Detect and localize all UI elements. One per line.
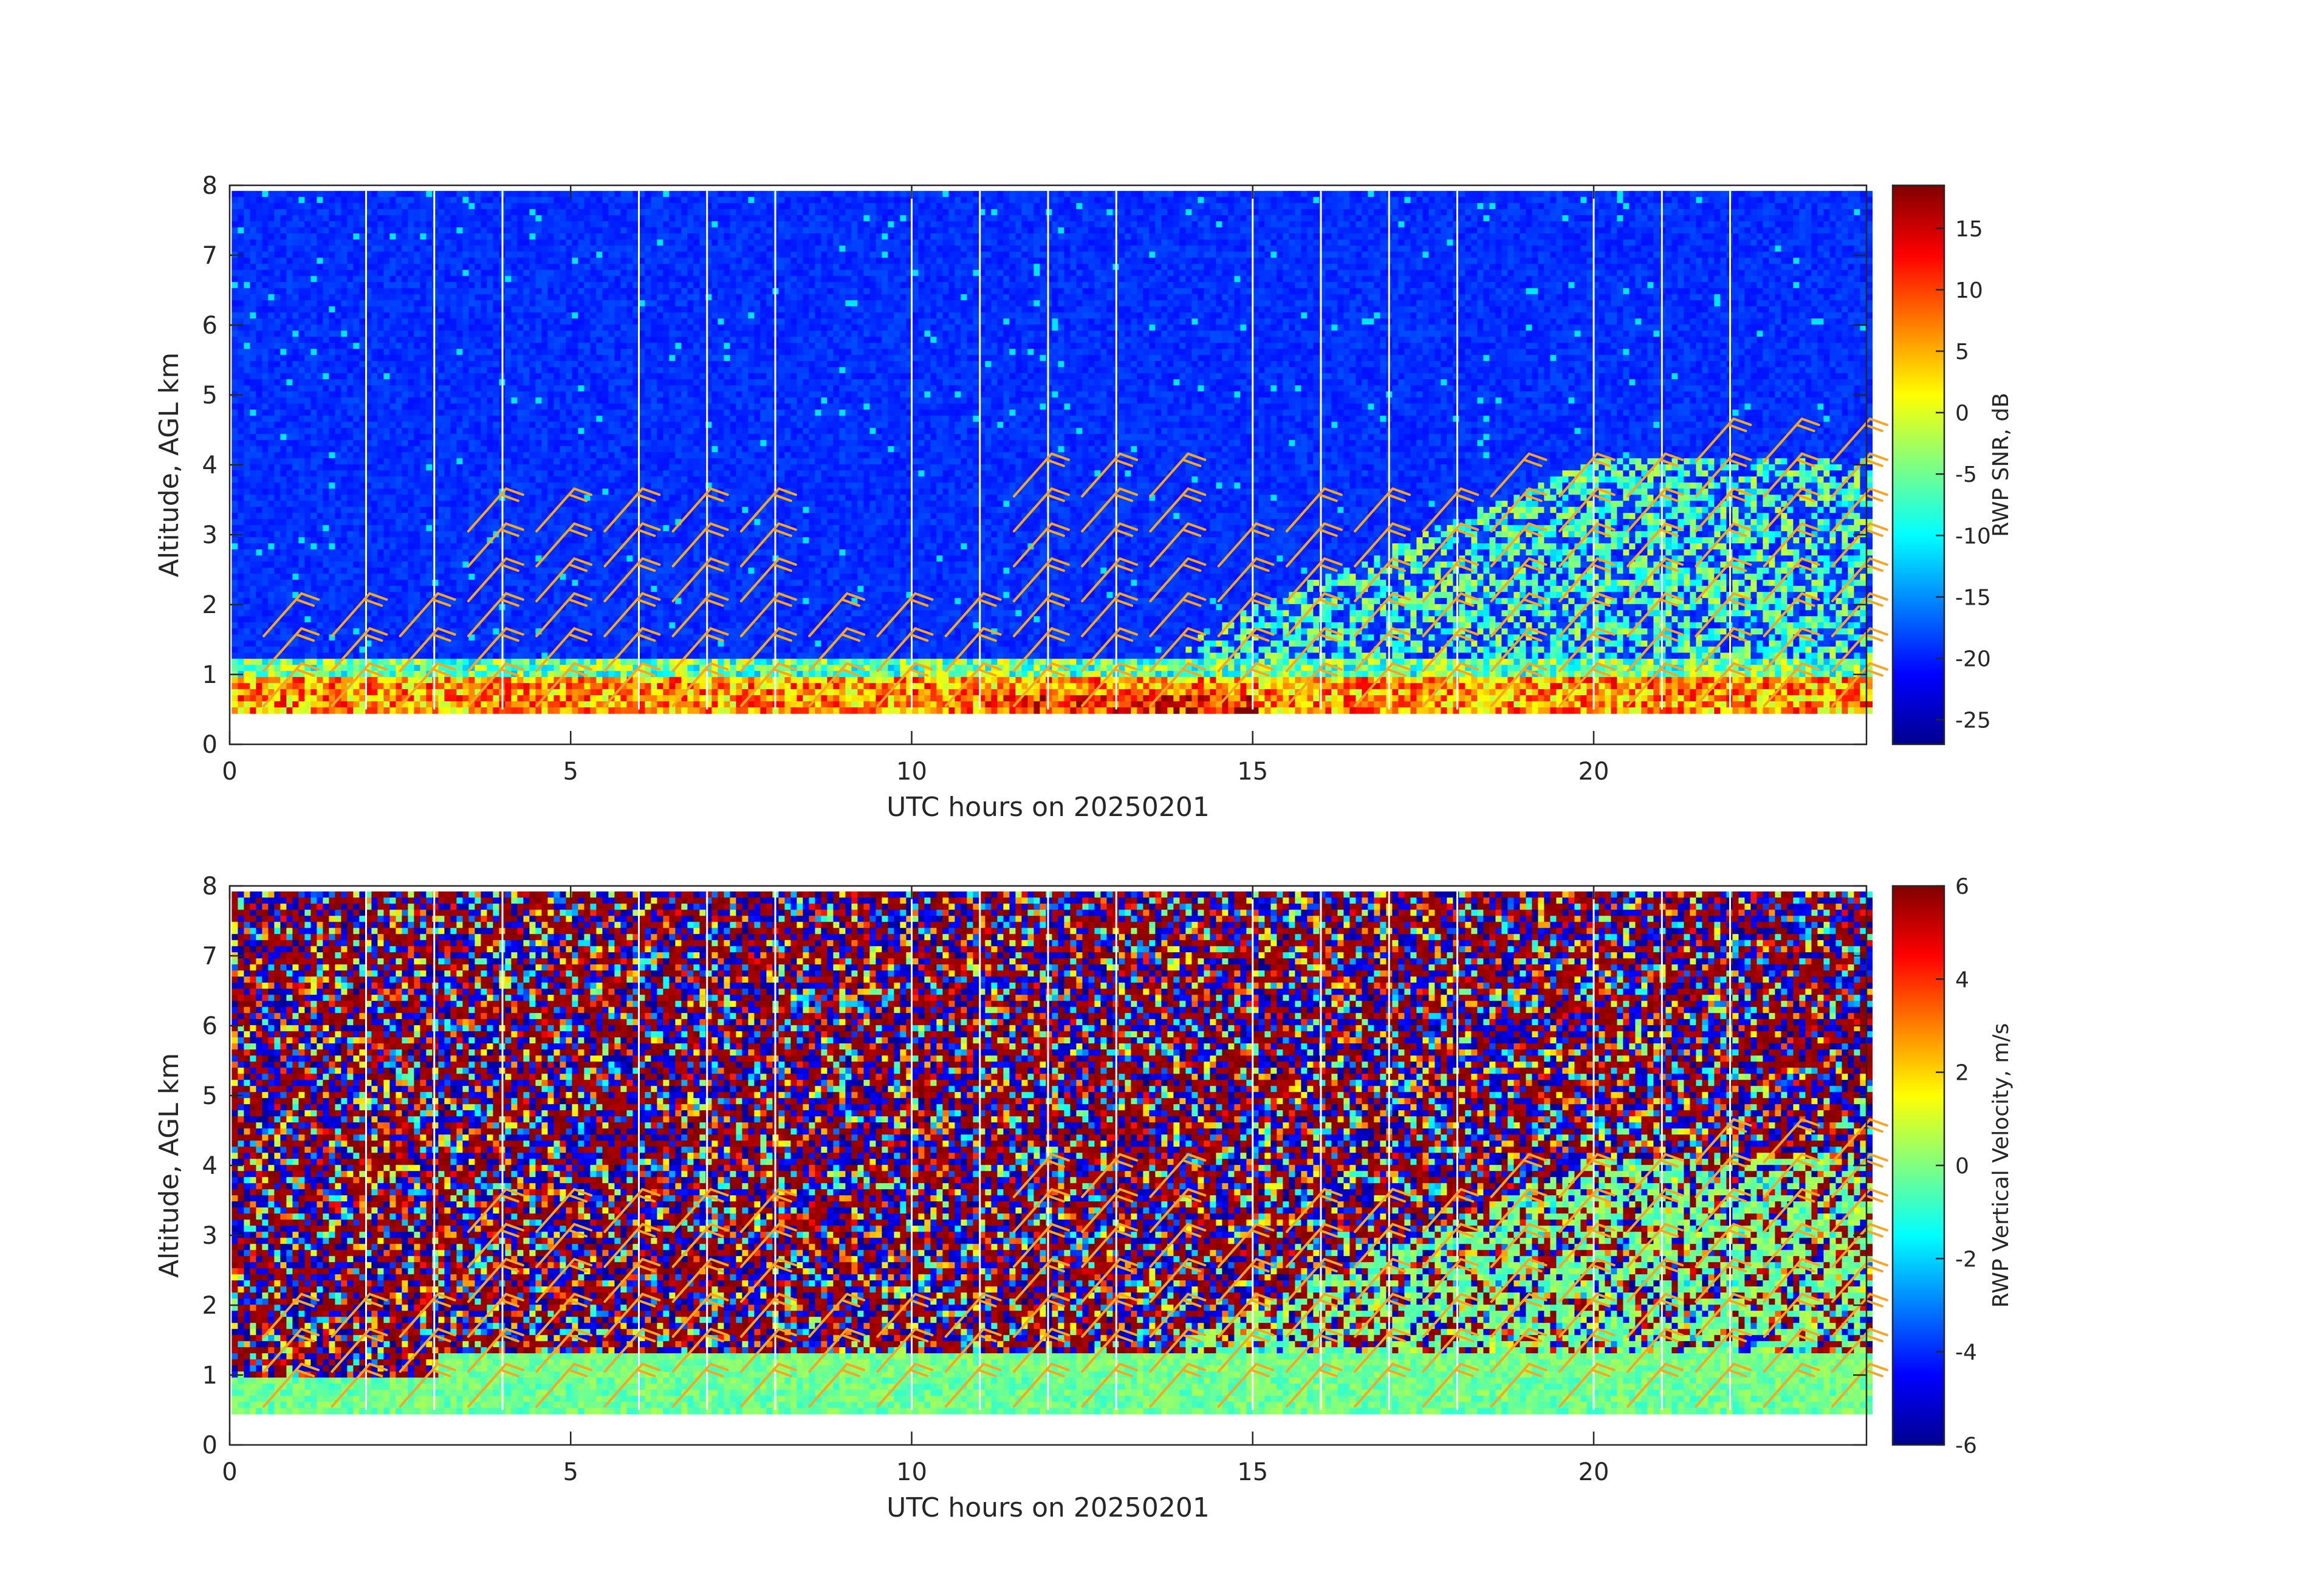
colorbar-tick-label: -15: [1955, 585, 1991, 610]
colorbar-tick-label: -20: [1955, 647, 1991, 671]
velocity-x-axis-label: UTC hours on 20250201: [886, 1492, 1210, 1523]
colorbar-tick-label: -10: [1955, 524, 1991, 549]
y-tick-label: 8: [202, 873, 218, 900]
y-tick-label: 0: [202, 1432, 218, 1460]
y-tick-label: 0: [202, 731, 218, 759]
x-tick-label: 20: [1578, 1458, 1609, 1486]
colorbar-tick-label: 10: [1955, 278, 1983, 303]
colorbar-tick-label: 4: [1955, 967, 1969, 992]
x-tick-label: 5: [563, 758, 578, 786]
x-tick-label: 10: [896, 1458, 927, 1486]
colorbar-tick-label: 15: [1955, 217, 1983, 242]
y-tick-label: 1: [202, 661, 218, 689]
y-tick-label: 3: [202, 521, 218, 549]
x-tick-label: 15: [1237, 758, 1268, 786]
velocity-y-axis-label: Altitude, AGL km: [154, 1053, 185, 1278]
snr-panel: 0 5 10 15 20 0 1 2 3 4 5 6 7 8 UTC hours on 20250201…: [154, 172, 2014, 823]
y-tick-label: 7: [202, 942, 218, 970]
colorbar-tick-label: -25: [1955, 708, 1991, 733]
colorbar-tick-label: -4: [1955, 1340, 1977, 1365]
colorbar-tick-label: 0: [1955, 1154, 1969, 1179]
y-tick-label: 5: [202, 382, 218, 410]
x-tick-label: 20: [1578, 758, 1609, 786]
y-tick-label: 6: [202, 312, 218, 340]
velocity-colorbar-label: RWP Vertical Velocity, m/s: [1989, 1023, 2014, 1308]
y-tick-label: 8: [202, 172, 218, 200]
y-tick-label: 1: [202, 1362, 218, 1390]
colorbar-tick-label: 0: [1955, 401, 1969, 426]
x-tick-label: 5: [563, 1458, 578, 1486]
x-tick-label: 0: [222, 758, 237, 786]
x-tick-label: 15: [1237, 1458, 1268, 1486]
y-tick-label: 7: [202, 242, 218, 270]
snr-colorbar-label: RWP SNR, dB: [1989, 393, 2014, 537]
y-tick-label: 2: [202, 1292, 218, 1320]
x-tick-label: 10: [896, 758, 927, 786]
x-tick-label: 0: [222, 1458, 237, 1486]
colorbar-tick-label: -6: [1955, 1433, 1977, 1458]
snr-y-axis-label: Altitude, AGL km: [154, 352, 185, 577]
colorbar-tick-label: -5: [1955, 462, 1977, 487]
colorbar-tick-label: 5: [1955, 340, 1969, 365]
y-tick-label: 6: [202, 1012, 218, 1040]
y-tick-label: 4: [202, 451, 218, 479]
colorbar-tick-label: 2: [1955, 1061, 1969, 1086]
y-tick-label: 4: [202, 1152, 218, 1180]
colorbar-tick-label: -2: [1955, 1247, 1977, 1272]
snr-colorbar: [1893, 185, 1944, 744]
colorbar-tick-label: 6: [1955, 874, 1969, 899]
y-tick-label: 5: [202, 1082, 218, 1110]
y-tick-label: 3: [202, 1222, 218, 1250]
snr-x-axis-label: UTC hours on 20250201: [886, 792, 1210, 823]
y-tick-label: 2: [202, 591, 218, 619]
